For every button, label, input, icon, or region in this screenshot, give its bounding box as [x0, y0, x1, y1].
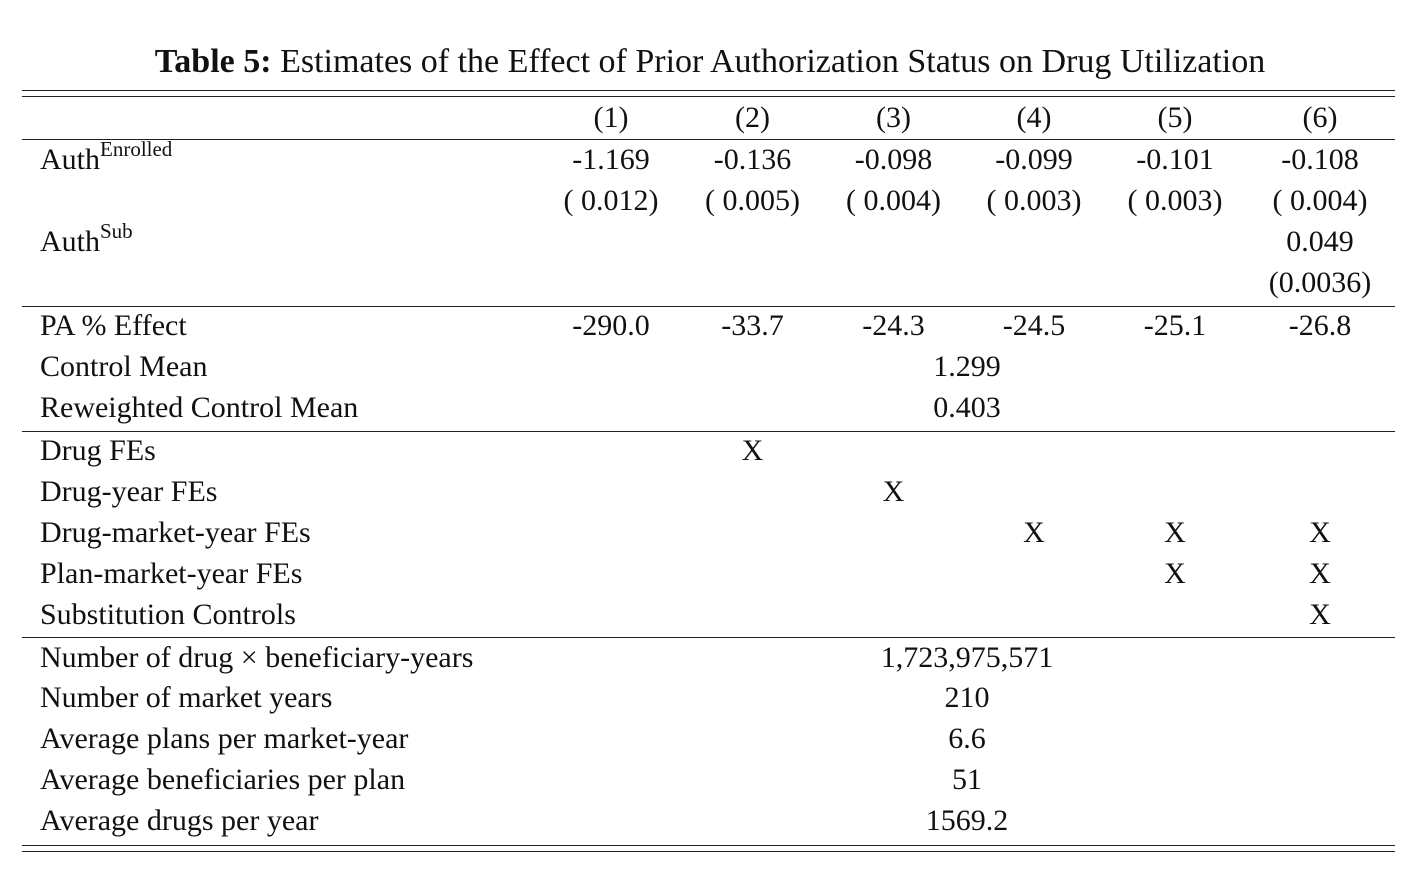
pa-effect-label: PA % Effect	[40, 309, 187, 342]
fixed-effects-rule	[22, 637, 1395, 638]
pa-effect-6: -26.8	[1288, 309, 1352, 342]
pa-effect-5: -25.1	[1143, 309, 1207, 342]
fe-label: Substitution Controls	[40, 598, 296, 631]
summary-value: 6.6	[948, 722, 986, 755]
column-header-1: (1)	[593, 101, 629, 134]
summary-label: Average drugs per year	[40, 804, 319, 837]
fe-label: Plan-market-year FEs	[40, 557, 303, 590]
auth-enrolled-base: Auth	[40, 143, 100, 176]
auth-enrolled-label: AuthEnrolled	[40, 137, 173, 182]
auth-enrolled-coef-2: -0.136	[713, 143, 792, 176]
top-rule-1	[22, 90, 1395, 91]
column-header-2: (2)	[735, 101, 770, 134]
column-header-4: (4)	[1016, 101, 1052, 134]
top-rule-2	[22, 96, 1395, 97]
table-caption: Table 5: Estimates of the Effect of Prio…	[0, 40, 1420, 84]
fe-label: Drug FEs	[40, 434, 156, 467]
summary-label: Average beneficiaries per plan	[40, 763, 406, 796]
summary-label: Average plans per market-year	[40, 722, 409, 755]
auth-sub-label: AuthSub	[40, 219, 133, 264]
auth-enrolled-se-6: ( 0.004)	[1272, 184, 1368, 217]
caption-label: Table 5:	[154, 43, 272, 80]
column-header-6: (6)	[1302, 101, 1338, 134]
auth-sub-se-6: (0.0036)	[1268, 266, 1372, 299]
summary-label: Number of drug × beneficiary-years	[40, 641, 474, 674]
reweighted-control-mean-label: Reweighted Control Mean	[40, 391, 359, 424]
auth-enrolled-coef-4: -0.099	[995, 143, 1073, 176]
auth-enrolled-se-3: ( 0.004)	[846, 184, 941, 217]
summary-value: 1,723,975,571	[880, 641, 1054, 674]
column-header-5: (5)	[1157, 101, 1193, 134]
auth-sub-coef-6: 0.049	[1286, 225, 1354, 258]
header-rule	[22, 139, 1395, 140]
fe-mark: X	[1309, 557, 1331, 590]
reweighted-control-mean-value: 0.403	[933, 391, 1001, 424]
fe-label: Drug-year FEs	[40, 475, 218, 508]
fe-label: Drug-market-year FEs	[40, 516, 311, 549]
summary-value: 51	[952, 763, 982, 796]
auth-sub-superscript: Sub	[100, 219, 133, 243]
summary-value: 210	[944, 681, 990, 714]
summary-value: 1569.2	[925, 804, 1009, 837]
control-mean-label: Control Mean	[40, 350, 208, 383]
fe-mark: X	[882, 475, 905, 508]
caption-text: Estimates of the Effect of Prior Authori…	[271, 43, 1266, 80]
pa-effect-4: -24.5	[1002, 309, 1066, 342]
auth-enrolled-se-2: ( 0.005)	[705, 184, 800, 217]
auth-enrolled-coef-3: -0.098	[854, 143, 933, 176]
auth-enrolled-coef-6: -0.108	[1281, 143, 1359, 176]
auth-enrolled-se-5: ( 0.003)	[1127, 184, 1223, 217]
pa-effect-2: -33.7	[721, 309, 784, 342]
column-header-3: (3)	[876, 101, 911, 134]
auth-enrolled-se-1: ( 0.012)	[563, 184, 659, 217]
fe-mark: X	[1309, 598, 1331, 631]
bottom-rule-1	[22, 845, 1395, 846]
fe-mark: X	[741, 434, 764, 467]
fe-mark: X	[1164, 557, 1186, 590]
summary-label: Number of market years	[40, 681, 333, 714]
fe-mark: X	[1309, 516, 1331, 549]
auth-enrolled-coef-5: -0.101	[1136, 143, 1214, 176]
pa-effect-1: -290.0	[572, 309, 650, 342]
pa-effect-3: -24.3	[862, 309, 925, 342]
fe-mark: X	[1164, 516, 1186, 549]
control-mean-value: 1.299	[933, 350, 1001, 383]
bottom-rule-2	[22, 851, 1395, 852]
auth-sub-base: Auth	[40, 225, 100, 258]
auth-enrolled-se-4: ( 0.003)	[986, 184, 1082, 217]
auth-enrolled-coef-1: -1.169	[572, 143, 650, 176]
coefficients-rule	[22, 306, 1395, 307]
fe-mark: X	[1023, 516, 1045, 549]
auth-enrolled-superscript: Enrolled	[100, 137, 173, 161]
means-rule	[22, 431, 1395, 432]
